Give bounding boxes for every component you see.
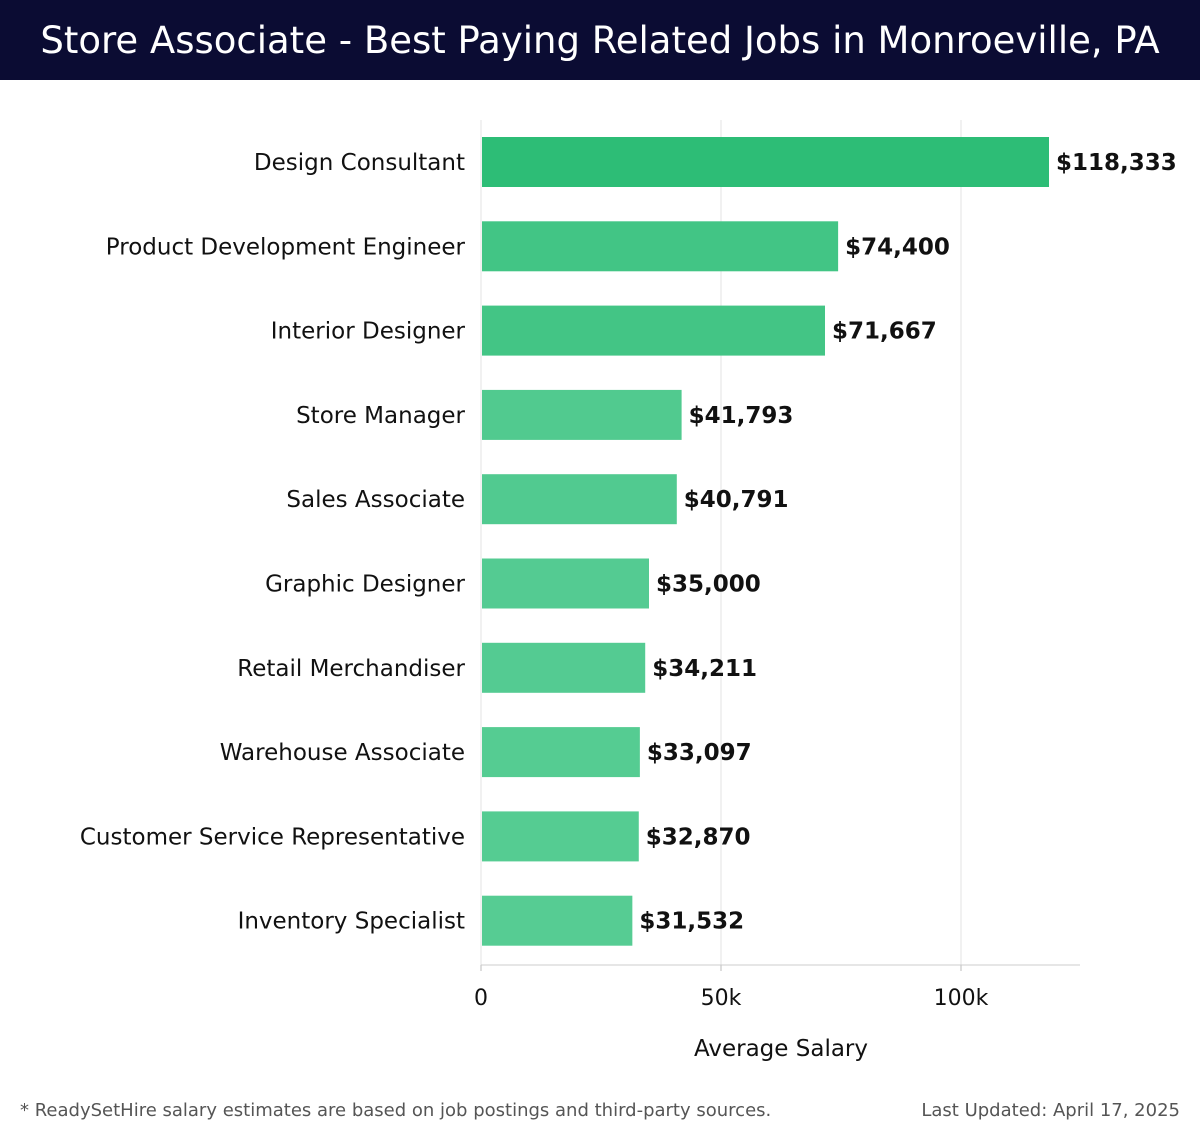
- value-label: $33,097: [647, 740, 752, 766]
- salary-bar-chart: Design Consultant $118,333 Product Develop…: [80, 120, 1177, 1062]
- footer-note: * ReadySetHire salary estimates are base…: [20, 1100, 772, 1121]
- category-label: Warehouse Associate: [220, 740, 465, 766]
- x-tick-label: 100k: [934, 986, 989, 1011]
- bar-8: [482, 811, 639, 862]
- category-label: Retail Merchandiser: [237, 656, 465, 682]
- value-label: $40,791: [684, 487, 789, 513]
- bar-5: [482, 558, 649, 609]
- value-label: $32,870: [646, 824, 751, 850]
- chart-title: Store Associate - Best Paying Related Jo…: [40, 18, 1160, 62]
- bar-7: [482, 727, 640, 778]
- value-label: $34,211: [652, 656, 757, 682]
- bar-2: [482, 305, 826, 356]
- footer-updated: Last Updated: April 17, 2025: [921, 1100, 1180, 1121]
- bar-0: [482, 137, 1049, 187]
- x-axis-label: Average Salary: [694, 1036, 868, 1062]
- bars: Design Consultant $118,333 Product Develop…: [80, 137, 1177, 946]
- value-label: $71,667: [832, 319, 937, 345]
- x-tick-label: 0: [474, 986, 488, 1011]
- bar-4: [482, 474, 677, 525]
- bar-9: [482, 895, 633, 946]
- category-label: Graphic Designer: [265, 572, 465, 598]
- category-label: Product Development Engineer: [106, 234, 466, 260]
- category-label: Interior Designer: [271, 319, 466, 345]
- category-label: Store Manager: [296, 403, 465, 429]
- title-bar: Store Associate - Best Paying Related Jo…: [0, 0, 1200, 80]
- category-label: Customer Service Representative: [80, 824, 465, 850]
- bar-3: [482, 389, 682, 440]
- value-label: $35,000: [656, 572, 761, 598]
- value-label: $31,532: [639, 909, 744, 935]
- value-label: $74,400: [845, 234, 950, 260]
- x-tick-label: 50k: [701, 986, 742, 1011]
- bar-1: [482, 221, 839, 272]
- value-label: $41,793: [689, 403, 794, 429]
- x-axis: 0 50k 100k: [474, 964, 1080, 1011]
- category-label: Design Consultant: [254, 150, 465, 176]
- category-label: Sales Associate: [286, 487, 465, 513]
- value-label: $118,333: [1056, 150, 1177, 176]
- bar-6: [482, 642, 646, 693]
- category-label: Inventory Specialist: [238, 909, 465, 935]
